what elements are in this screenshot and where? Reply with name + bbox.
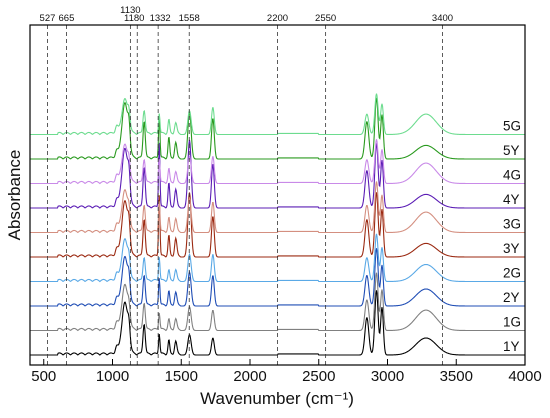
spectrum-5Y xyxy=(30,97,525,160)
x-tick-label: 2000 xyxy=(233,368,266,385)
marker-label: 1558 xyxy=(179,13,200,24)
x-tick-label: 1500 xyxy=(165,368,198,385)
x-tick-label: 1000 xyxy=(96,368,129,385)
x-tick-label: 3000 xyxy=(371,368,404,385)
marker-label: 2550 xyxy=(315,13,336,24)
series-label-1Y: 1Y xyxy=(503,339,520,354)
series-label-layer: 1Y 1G 2Y 2G 3Y 3G 4Y 4G 5Y 5G xyxy=(503,119,521,355)
plot-frame xyxy=(29,24,526,366)
spectrum-2G xyxy=(30,233,525,283)
x-tick-label: 4000 xyxy=(508,368,541,385)
series-label-1G: 1G xyxy=(503,315,521,330)
series-label-2G: 2G xyxy=(503,266,521,281)
marker-label: 1332 xyxy=(150,13,171,24)
y-axis-title: Absorbance xyxy=(5,150,24,241)
series-label-4Y: 4Y xyxy=(503,192,520,207)
series-label-5Y: 5Y xyxy=(503,143,520,158)
x-tick-label: 500 xyxy=(31,368,56,385)
spectrum-5G xyxy=(30,93,525,136)
spectrum-4G xyxy=(30,139,525,185)
marker-label: 3400 xyxy=(432,13,453,24)
marker-label: 665 xyxy=(59,13,75,24)
series-label-4G: 4G xyxy=(503,168,521,183)
marker-label: 527 xyxy=(40,13,56,24)
marker-label: 1180 xyxy=(124,13,144,24)
series-label-3G: 3G xyxy=(503,217,521,232)
marker-label: 2200 xyxy=(267,13,288,24)
x-tick-label: 3500 xyxy=(440,368,473,385)
x-tick-layer: 500 1000 1500 2000 2500 3000 3500 4000 xyxy=(31,359,542,385)
series-label-3Y: 3Y xyxy=(503,241,520,256)
x-axis-title: Wavenumber (cm⁻¹) xyxy=(200,389,354,408)
spectrum-3G xyxy=(30,181,525,234)
spectrum-1G xyxy=(30,272,525,332)
series-label-5G: 5G xyxy=(503,119,521,134)
series-label-2Y: 2Y xyxy=(503,290,520,305)
marker-label: 1130 xyxy=(120,5,140,16)
x-tick-label: 2500 xyxy=(302,368,335,385)
